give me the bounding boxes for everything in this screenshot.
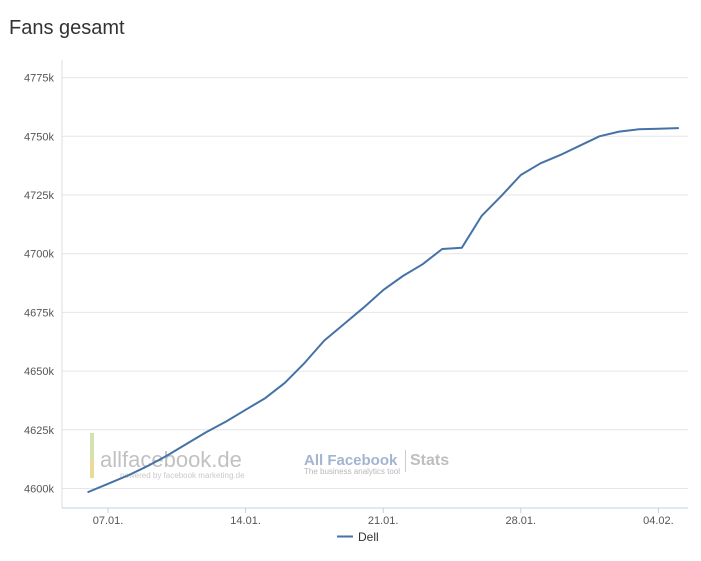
chart-grid bbox=[62, 77, 688, 489]
y-tick-label: 4775k bbox=[24, 73, 54, 85]
x-tick-label: 21.01. bbox=[368, 515, 399, 527]
chart-series bbox=[87, 127, 680, 493]
watermark-right-sub: The business analytics tool bbox=[304, 467, 400, 476]
watermark-left-sub: powered by facebook marketing.de bbox=[120, 471, 245, 480]
y-tick-label: 4725k bbox=[24, 190, 54, 202]
x-tick-label: 04.02. bbox=[643, 515, 674, 527]
y-tick-label: 4675k bbox=[24, 307, 54, 319]
page-title: Fans gesamt bbox=[9, 17, 125, 39]
watermark-left-main: allfacebook.de bbox=[100, 447, 242, 472]
x-tick-label: 07.01. bbox=[93, 515, 124, 527]
y-tick-label: 4600k bbox=[24, 484, 54, 496]
y-tick-label: 4625k bbox=[24, 425, 54, 437]
legend-label: Dell bbox=[358, 530, 379, 544]
watermark: allfacebook.de powered by facebook marke… bbox=[90, 433, 449, 480]
x-axis-ticks: 07.01. 14.01. 21.01. 28.01. 04.02. bbox=[93, 508, 674, 527]
watermark-bar bbox=[90, 433, 94, 478]
y-tick-label: 4750k bbox=[24, 131, 54, 143]
watermark-right-main: All Facebook bbox=[304, 452, 398, 469]
watermark-right-stats: Stats bbox=[410, 452, 449, 469]
x-tick-label: 14.01. bbox=[230, 515, 261, 527]
series-line-dell bbox=[87, 127, 680, 493]
chart-axes bbox=[61, 60, 688, 509]
y-tick-label: 4650k bbox=[24, 366, 54, 378]
legend: Dell bbox=[337, 530, 379, 544]
watermark-bar-accent bbox=[90, 458, 94, 478]
y-tick-label: 4700k bbox=[24, 249, 54, 261]
x-tick-label: 28.01. bbox=[506, 515, 537, 527]
watermark-divider bbox=[405, 450, 406, 472]
y-axis-ticks: 4600k 4625k 4650k 4675k 4700k 4725k 4750k 4775k bbox=[24, 73, 54, 496]
